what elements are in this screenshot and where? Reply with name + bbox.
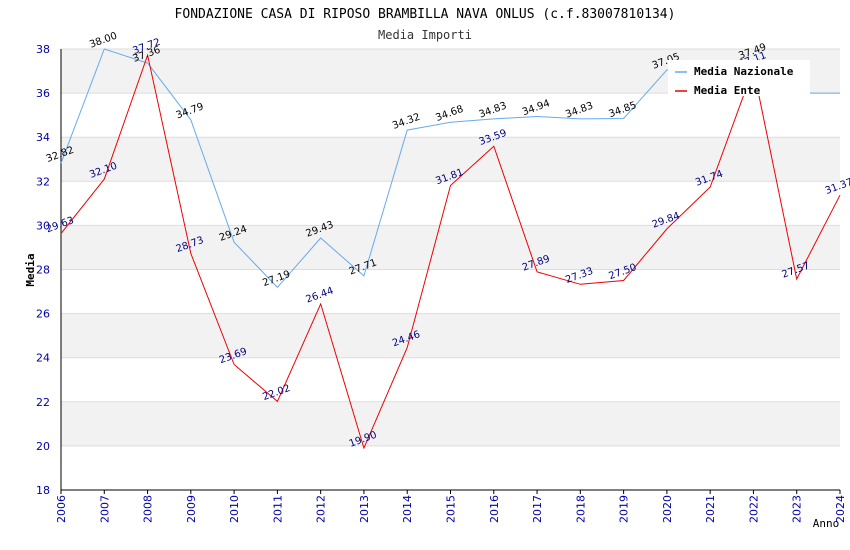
y-tick-label: 28 [36, 264, 50, 277]
grid-band [61, 181, 840, 226]
x-tick-label: 2018 [574, 495, 587, 523]
y-tick-label: 30 [36, 219, 50, 232]
y-tick-label: 20 [36, 440, 50, 453]
x-tick-labels: 2006 2007 2008 2009 2010 2011 2012 2013 2014 2015… [55, 490, 847, 523]
x-tick-label: 2011 [271, 495, 284, 523]
x-tick-label: 2006 [55, 495, 68, 523]
grid-band [61, 269, 840, 314]
x-tick-label: 2017 [531, 495, 544, 523]
y-tick-label: 32 [36, 175, 50, 188]
x-tick-label: 2008 [142, 495, 155, 523]
x-tick-label: 2020 [661, 495, 674, 523]
x-tick-label: 2022 [747, 495, 760, 523]
chart-subtitle: Media Importi [378, 28, 472, 42]
x-axis-label: Anno [813, 517, 840, 530]
x-tick-label: 2012 [315, 495, 328, 523]
grid-band [61, 445, 840, 490]
legend-box [668, 60, 810, 96]
grid-bands [61, 49, 840, 490]
x-tick-label: 2019 [618, 495, 631, 523]
y-tick-label: 18 [36, 484, 50, 497]
x-tick-label: 2013 [358, 495, 371, 523]
y-tick-labels: 18 20 22 24 26 28 30 32 34 36 38 [36, 43, 50, 497]
series-line-media-ente [60, 53, 841, 450]
y-tick-label: 34 [36, 131, 50, 144]
grid-band [61, 313, 840, 358]
legend-label-media-ente: Media Ente [694, 84, 761, 97]
y-tick-label: 22 [36, 396, 50, 409]
x-tick-label: 2016 [488, 495, 501, 523]
y-tick-label: 38 [36, 43, 50, 56]
x-tick-label: 2015 [445, 495, 458, 523]
y-tick-label: 24 [36, 352, 50, 365]
y-tick-label: 26 [36, 308, 50, 321]
data-label: 38.00 [88, 31, 119, 51]
y-tick-label: 36 [36, 87, 50, 100]
chart-title: FONDAZIONE CASA DI RIPOSO BRAMBILLA NAVA… [175, 7, 676, 22]
grid-band [61, 225, 840, 270]
x-tick-label: 2010 [228, 495, 241, 523]
grid-band [61, 357, 840, 402]
x-tick-label: 2024 [834, 495, 847, 523]
grid-band [61, 401, 840, 446]
x-tick-label: 2009 [185, 495, 198, 523]
grid-band [61, 93, 840, 138]
x-tick-label: 2023 [791, 495, 804, 523]
legend: Media Nazionale Media Ente [668, 60, 810, 97]
y-axis-label: Media [24, 253, 37, 286]
grid-band [61, 137, 840, 182]
x-tick-label: 2014 [401, 495, 414, 523]
legend-label-media-nazionale: Media Nazionale [694, 65, 794, 78]
x-tick-label: 2021 [704, 495, 717, 523]
x-tick-label: 2007 [98, 495, 111, 523]
